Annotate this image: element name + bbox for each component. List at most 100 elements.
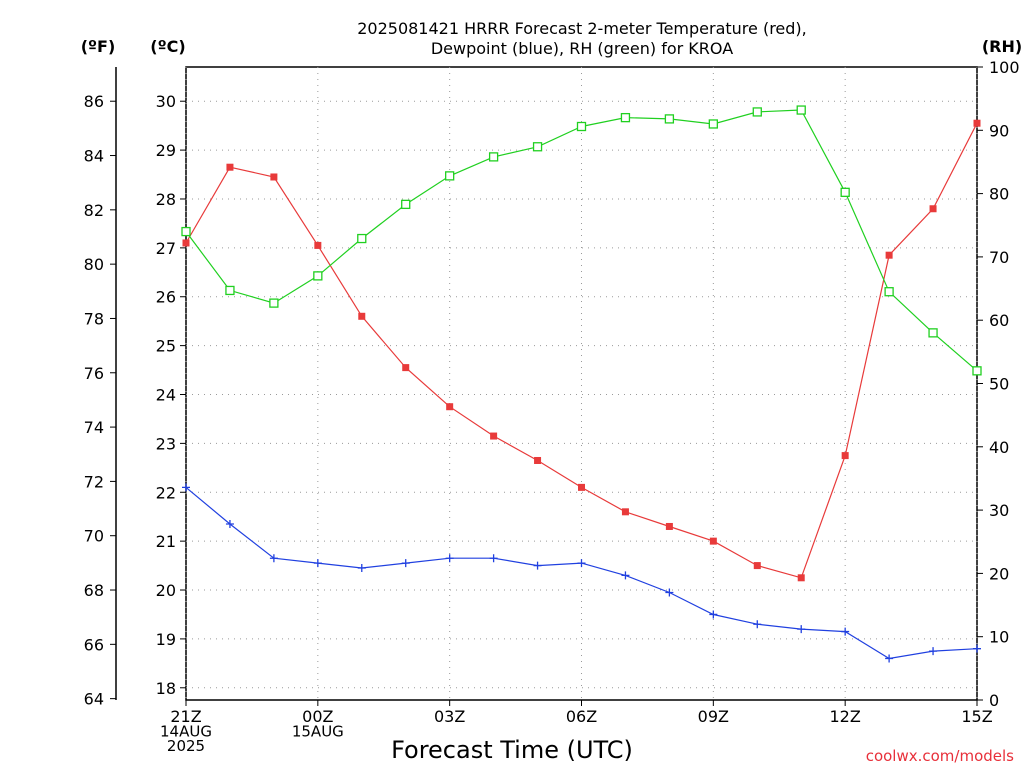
x-tick-label: 14AUG	[160, 723, 212, 741]
x-tick-label: 21Z	[170, 707, 201, 726]
rh-tick-label: 10	[989, 628, 1009, 647]
celsius-tick-label: 26	[156, 288, 176, 307]
data-point	[665, 588, 674, 597]
data-point	[973, 119, 981, 127]
celsius-tick-label: 28	[156, 190, 176, 209]
fahrenheit-tick-label: 70	[84, 527, 104, 546]
rh-tick-label: 90	[989, 121, 1009, 140]
data-point	[313, 271, 323, 281]
fahrenheit-tick-label: 76	[84, 364, 104, 383]
celsius-tick-label: 24	[156, 385, 176, 404]
data-point	[929, 647, 938, 656]
data-point	[885, 251, 893, 259]
fahrenheit-tick-label: 72	[84, 472, 104, 491]
x-tick-label: 2025	[167, 737, 205, 755]
data-point	[929, 205, 937, 213]
x-tick-label: 12Z	[830, 707, 861, 726]
x-tick-label: 09Z	[698, 707, 729, 726]
celsius-tick-label: 23	[156, 434, 176, 453]
data-point	[928, 328, 938, 338]
rh-tick-label: 60	[989, 311, 1009, 330]
chart-title-line2: Dewpoint (blue), RH (green) for KROA	[431, 39, 733, 58]
celsius-unit-label: (ºC)	[150, 37, 185, 56]
data-point	[708, 119, 718, 129]
celsius-tick-label: 20	[156, 581, 176, 600]
data-point	[709, 610, 718, 619]
data-point	[885, 654, 894, 663]
data-point	[664, 114, 675, 124]
data-point	[401, 199, 411, 210]
data-point	[313, 559, 322, 568]
celsius-tick-label: 30	[156, 92, 176, 111]
celsius-tick-label: 22	[156, 483, 176, 502]
data-point	[182, 483, 190, 492]
fahrenheit-tick-label: 68	[84, 581, 104, 600]
fahrenheit-tick-label: 64	[84, 690, 104, 709]
rh-tick-label: 0	[989, 691, 999, 710]
data-point	[796, 105, 806, 115]
data-point	[269, 554, 278, 563]
celsius-tick-label: 18	[156, 679, 176, 698]
data-point	[752, 107, 762, 117]
data-point	[841, 452, 849, 460]
axis-layer: 1819202122232425262728293021Z14AUG202500…	[84, 58, 1020, 755]
data-point	[840, 187, 850, 197]
data-point	[884, 287, 894, 297]
fahrenheit-tick-label: 86	[84, 92, 104, 111]
x-axis-label: Forecast Time (UTC)	[391, 736, 633, 764]
data-point	[797, 625, 806, 634]
celsius-tick-label: 25	[156, 337, 176, 356]
rh-tick-label: 40	[989, 438, 1009, 457]
fahrenheit-tick-label: 78	[84, 309, 104, 328]
data-point	[753, 562, 761, 570]
data-point	[621, 508, 629, 516]
rh-unit-label: (RH)	[982, 37, 1022, 56]
series-line-0	[185, 122, 978, 579]
data-point	[445, 171, 455, 181]
series-layer	[181, 105, 982, 663]
data-point	[488, 152, 499, 162]
data-point	[225, 285, 235, 296]
x-tick-label: 06Z	[566, 707, 597, 726]
data-point	[446, 403, 454, 411]
fahrenheit-tick-label: 84	[84, 147, 104, 166]
data-point	[533, 561, 542, 570]
x-tick-label: 15AUG	[292, 723, 344, 741]
grid-layer	[185, 67, 978, 700]
data-point	[225, 520, 234, 529]
data-point	[490, 432, 498, 440]
data-point	[402, 364, 410, 372]
fahrenheit-tick-label: 66	[84, 635, 104, 654]
x-tick-label: 00Z	[302, 707, 333, 726]
fahrenheit-tick-label: 74	[84, 418, 104, 437]
fahrenheit-unit-label: (ºF)	[81, 37, 116, 56]
fahrenheit-tick-label: 82	[84, 201, 104, 220]
rh-tick-label: 30	[989, 501, 1009, 520]
data-point	[182, 239, 190, 247]
series-line-1	[185, 486, 978, 660]
celsius-tick-label: 21	[156, 532, 176, 551]
data-point	[534, 456, 542, 464]
rh-tick-label: 20	[989, 564, 1009, 583]
data-point	[489, 554, 498, 563]
data-point	[269, 298, 279, 308]
celsius-tick-label: 27	[156, 239, 176, 258]
data-point	[621, 571, 630, 580]
rh-tick-label: 80	[989, 185, 1009, 204]
rh-tick-label: 50	[989, 375, 1009, 394]
data-point	[181, 226, 191, 237]
chart-title-line1: 2025081421 HRRR Forecast 2-meter Tempera…	[357, 19, 807, 38]
data-point	[445, 554, 454, 563]
data-point	[357, 233, 367, 244]
data-point	[709, 537, 717, 545]
data-point	[226, 163, 234, 171]
data-point	[358, 312, 366, 320]
rh-tick-label: 100	[989, 58, 1020, 77]
rh-tick-label: 70	[989, 248, 1009, 267]
data-point	[620, 112, 631, 123]
data-point	[532, 142, 543, 152]
data-point	[753, 620, 762, 629]
data-point	[401, 559, 410, 568]
data-point	[270, 173, 278, 181]
